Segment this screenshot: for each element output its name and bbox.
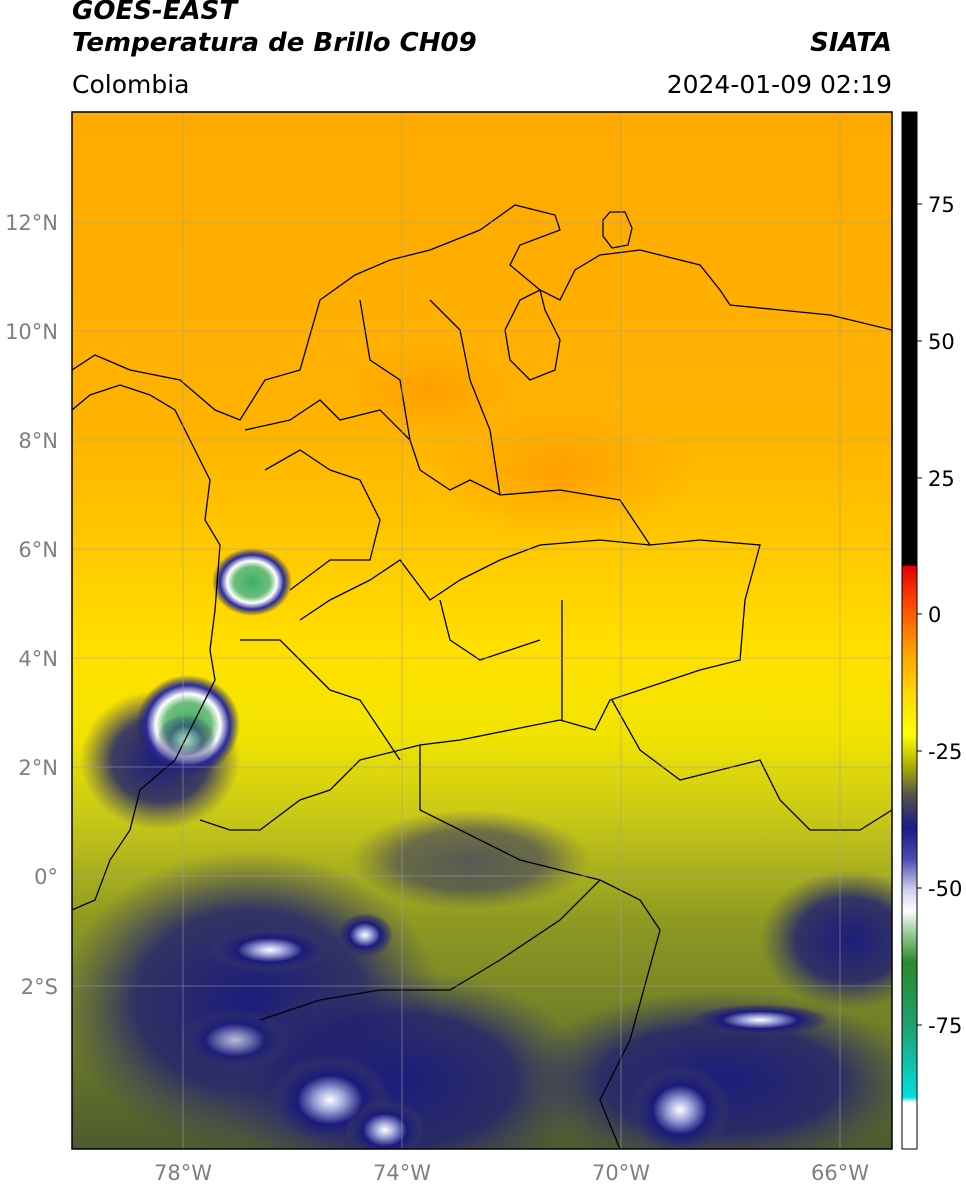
colorbar: 75 50 25 0 -25 -50 -75 bbox=[901, 111, 962, 1150]
colorbar-tick: -50 bbox=[928, 877, 962, 901]
plot-frame bbox=[71, 111, 893, 1150]
lat-label: 2°S bbox=[21, 975, 58, 999]
lat-label: 0° bbox=[34, 865, 58, 889]
lat-label: 2°N bbox=[18, 756, 58, 780]
gridlines bbox=[72, 112, 892, 1149]
brightness-temperature-field bbox=[72, 112, 892, 1149]
colorbar-tick: 75 bbox=[928, 193, 955, 217]
coastline-borders bbox=[72, 204, 892, 1149]
organization-label: SIATA bbox=[810, 28, 892, 58]
colorbar-tick: -75 bbox=[928, 1014, 962, 1038]
lat-label: 12°N bbox=[5, 211, 58, 235]
timestamp-label: 2024-01-09 02:19 bbox=[666, 70, 892, 99]
colorbar-tick: -25 bbox=[928, 740, 962, 764]
lat-label: 6°N bbox=[18, 538, 58, 562]
lat-label: 4°N bbox=[18, 647, 58, 671]
region-label: Colombia bbox=[72, 70, 190, 99]
colorbar-tick: 0 bbox=[928, 603, 941, 627]
colorbar-tick: 25 bbox=[928, 467, 955, 491]
longitude-labels: 78°W 74°W 70°W 66°W bbox=[154, 1161, 869, 1185]
latitude-labels: 12°N 10°N 8°N 6°N 4°N 2°N 0° 2°S bbox=[5, 211, 58, 999]
satellite-title: GOES-EAST bbox=[72, 0, 238, 26]
product-title: Temperatura de Brillo CH09 bbox=[72, 28, 477, 58]
lon-label: 78°W bbox=[154, 1161, 212, 1185]
lon-label: 66°W bbox=[811, 1161, 869, 1185]
lon-label: 70°W bbox=[592, 1161, 650, 1185]
colorbar-tick: 50 bbox=[928, 330, 955, 354]
lat-label: 8°N bbox=[18, 429, 58, 453]
lat-label: 10°N bbox=[5, 320, 58, 344]
lon-label: 74°W bbox=[373, 1161, 431, 1185]
